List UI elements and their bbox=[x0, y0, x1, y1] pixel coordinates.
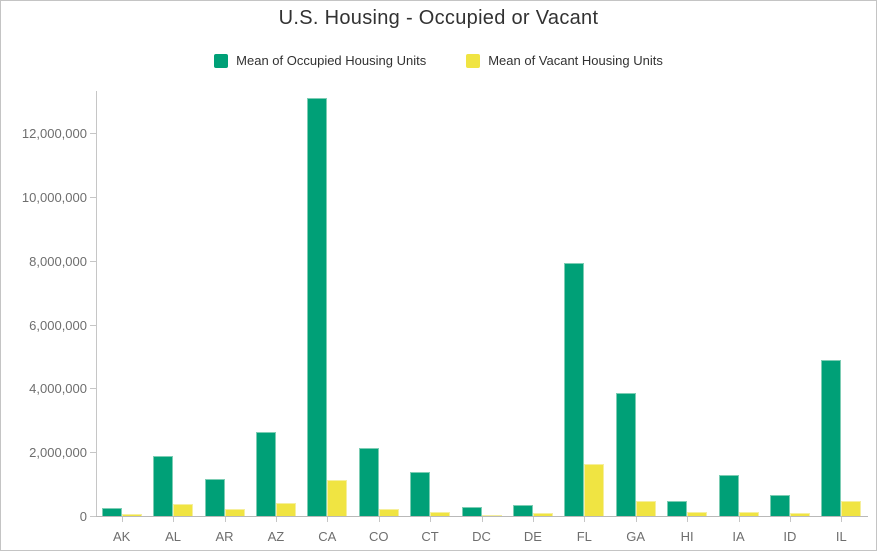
x-axis-label-ia: IA bbox=[732, 529, 745, 544]
x-axis-label-fl: FL bbox=[576, 529, 592, 544]
x-axis-label-hi: HI bbox=[680, 529, 694, 544]
x-axis-tick bbox=[378, 517, 380, 522]
legend: Mean of Occupied Housing Units Mean of Va… bbox=[1, 53, 876, 68]
legend-item-occupied[interactable]: Mean of Occupied Housing Units bbox=[214, 53, 426, 68]
x-axis-tick bbox=[635, 517, 637, 522]
bar-occupied-ct[interactable] bbox=[410, 471, 431, 516]
bar-vacant-ga[interactable] bbox=[635, 500, 656, 516]
bar-occupied-de[interactable] bbox=[512, 504, 533, 516]
y-axis-tick bbox=[90, 260, 96, 262]
y-axis-tick bbox=[90, 324, 96, 326]
y-axis-tick-label: 0 bbox=[79, 509, 87, 524]
y-axis-line bbox=[96, 91, 97, 516]
bar-vacant-ak[interactable] bbox=[121, 514, 142, 516]
y-axis-tick-label: 6,000,000 bbox=[29, 317, 87, 333]
y-axis-tick-label: 10,000,000 bbox=[21, 189, 87, 205]
x-axis-label-ct: CT bbox=[421, 529, 439, 544]
legend-label: Mean of Vacant Housing Units bbox=[488, 53, 663, 68]
x-axis-tick bbox=[327, 517, 329, 522]
legend-label: Mean of Occupied Housing Units bbox=[236, 53, 427, 68]
x-axis-tick bbox=[224, 517, 226, 522]
x-axis-label-al: AL bbox=[165, 529, 182, 544]
x-axis-label-co: CO bbox=[368, 529, 389, 544]
bar-vacant-id[interactable] bbox=[789, 512, 810, 516]
bar-vacant-ca[interactable] bbox=[327, 480, 348, 516]
y-axis-tick bbox=[90, 196, 96, 198]
x-axis-label-il: IL bbox=[835, 529, 847, 544]
y-axis-tick bbox=[90, 516, 96, 517]
bar-occupied-ar[interactable] bbox=[204, 479, 225, 516]
x-axis-label-ak: AK bbox=[113, 529, 131, 544]
x-axis-tick bbox=[121, 517, 123, 522]
x-axis-label-dc: DC bbox=[472, 529, 491, 544]
bar-occupied-az[interactable] bbox=[255, 432, 276, 516]
y-axis-tick-label: 12,000,000 bbox=[21, 126, 87, 141]
bar-vacant-il[interactable] bbox=[841, 500, 862, 516]
x-axis-label-ca: CA bbox=[318, 529, 337, 544]
bar-occupied-hi[interactable] bbox=[667, 501, 688, 516]
x-axis-tick bbox=[687, 517, 689, 522]
x-axis-tick bbox=[584, 517, 586, 522]
bar-vacant-fl[interactable] bbox=[584, 463, 605, 516]
bar-vacant-al[interactable] bbox=[173, 504, 194, 516]
bar-vacant-hi[interactable] bbox=[687, 512, 708, 516]
x-axis-tick bbox=[481, 517, 483, 522]
bar-occupied-ak[interactable] bbox=[101, 508, 122, 516]
bar-vacant-co[interactable] bbox=[378, 508, 399, 516]
legend-swatch-occupied bbox=[214, 53, 229, 68]
x-axis-line bbox=[96, 516, 868, 517]
bar-occupied-co[interactable] bbox=[358, 448, 379, 516]
x-axis-label-ar: AR bbox=[215, 529, 234, 544]
y-axis-tick-label: 8,000,000 bbox=[29, 253, 87, 269]
x-axis-label-az: AZ bbox=[267, 529, 285, 544]
y-axis-tick-label: 2,000,000 bbox=[29, 445, 87, 461]
x-axis-tick bbox=[841, 517, 843, 522]
y-axis-tick-label: 4,000,000 bbox=[29, 381, 87, 397]
x-axis-tick bbox=[430, 517, 432, 522]
chart-title: U.S. Housing - Occupied or Vacant bbox=[278, 7, 599, 29]
bar-occupied-ca[interactable] bbox=[307, 97, 328, 516]
bar-vacant-dc[interactable] bbox=[481, 514, 502, 516]
y-axis-tick bbox=[90, 388, 96, 390]
bar-vacant-ar[interactable] bbox=[224, 509, 245, 516]
legend-swatch-vacant bbox=[466, 53, 481, 68]
bar-vacant-az[interactable] bbox=[275, 503, 296, 516]
x-axis-label-de: DE bbox=[523, 529, 542, 544]
x-axis-tick bbox=[789, 517, 791, 522]
x-axis-label-id: ID bbox=[783, 529, 797, 544]
bar-occupied-id[interactable] bbox=[769, 495, 790, 516]
bar-occupied-dc[interactable] bbox=[461, 506, 482, 516]
x-axis-tick bbox=[532, 517, 534, 522]
x-axis-label-ga: GA bbox=[626, 529, 646, 544]
bar-vacant-ia[interactable] bbox=[738, 511, 759, 516]
legend-item-vacant[interactable]: Mean of Vacant Housing Units bbox=[466, 53, 663, 68]
bar-occupied-fl[interactable] bbox=[564, 262, 585, 516]
y-axis-tick bbox=[90, 133, 96, 134]
bar-occupied-al[interactable] bbox=[153, 456, 174, 516]
x-axis-tick bbox=[275, 517, 277, 522]
bar-occupied-ia[interactable] bbox=[718, 475, 739, 516]
bar-vacant-de[interactable] bbox=[532, 513, 553, 516]
x-axis-tick bbox=[738, 517, 740, 522]
y-axis-tick bbox=[90, 452, 96, 454]
bar-occupied-ga[interactable] bbox=[615, 393, 636, 516]
bar-vacant-ct[interactable] bbox=[430, 511, 451, 516]
bar-occupied-il[interactable] bbox=[821, 360, 842, 516]
x-axis-tick bbox=[173, 517, 175, 522]
